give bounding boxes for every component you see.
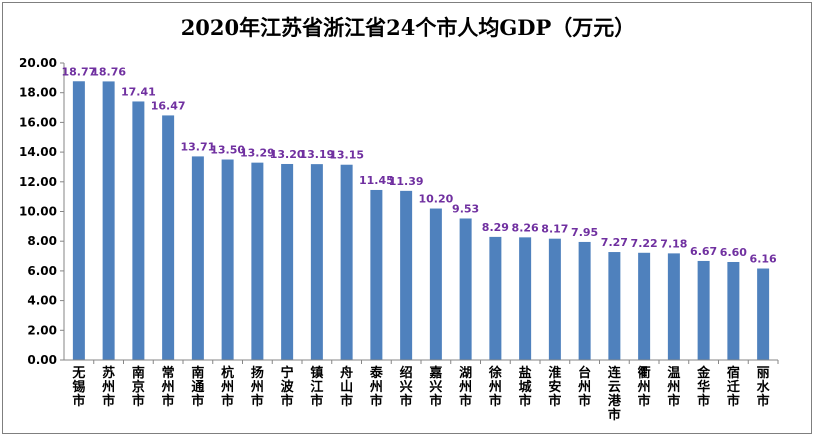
data-label: 17.41 [121, 85, 156, 98]
y-tick-label: 0.00 [27, 353, 57, 367]
bar [548, 238, 561, 360]
x-tick-label: 绍兴市 [400, 365, 413, 409]
data-label: 6.60 [720, 246, 747, 259]
x-tick-label: 杭州市 [220, 365, 234, 409]
y-axis: 0.00 2.00 4.00 6.00 8.00 10.00 12.00 14.00 16.00… [19, 56, 65, 367]
y-tick-label: 2.00 [27, 323, 57, 337]
bar [72, 81, 85, 360]
x-tick-label: 徐州市 [488, 365, 502, 409]
x-tick-label: 盐城市 [519, 365, 532, 409]
y-tick-label: 10.00 [19, 205, 57, 219]
data-label: 13.15 [329, 149, 364, 162]
x-tick-label: 南通市 [191, 365, 204, 409]
data-label: 18.77 [61, 65, 96, 78]
data-label: 8.29 [482, 221, 509, 234]
data-label: 13.29 [240, 147, 275, 160]
x-tick-label: 丽水市 [757, 366, 771, 409]
bar [310, 164, 323, 360]
bar [251, 162, 264, 360]
bar [638, 252, 651, 360]
data-label: 7.22 [631, 237, 658, 250]
bars [72, 81, 770, 361]
x-tick-label: 连云港市 [608, 365, 622, 423]
data-label: 6.67 [690, 245, 717, 258]
bar [162, 115, 175, 360]
x-tick-label: 金华市 [696, 365, 711, 409]
data-label: 7.27 [601, 236, 628, 249]
x-tick-label: 衢州市 [637, 365, 651, 409]
data-label: 16.47 [151, 99, 186, 112]
x-tick-label: 无锡市 [71, 366, 85, 409]
data-label: 6.16 [750, 253, 777, 266]
bar [459, 218, 472, 360]
chart-title: 2020年江苏省浙江省24个市人均GDP（万元） [180, 15, 636, 40]
bar [221, 159, 234, 360]
data-label: 8.26 [512, 221, 539, 234]
data-label: 9.53 [452, 202, 479, 215]
data-label: 10.20 [418, 193, 453, 206]
bar [429, 208, 442, 360]
bar [727, 261, 740, 360]
x-tick-label: 宿迁市 [727, 365, 740, 409]
data-label: 13.20 [270, 148, 305, 161]
bar [489, 236, 502, 360]
data-label: 7.18 [660, 237, 687, 250]
bar [519, 237, 532, 360]
y-tick-label: 12.00 [19, 175, 57, 189]
y-tick-label: 16.00 [19, 115, 57, 129]
x-tick-label: 嘉兴市 [428, 365, 442, 409]
y-tick-label: 18.00 [19, 86, 57, 100]
bar [370, 189, 383, 360]
x-tick-label: 舟山市 [340, 365, 353, 409]
bar [340, 164, 353, 360]
x-tick-label: 宁波市 [281, 365, 295, 409]
bar [608, 252, 621, 360]
x-tick-label: 常州市 [161, 365, 175, 409]
y-tick-label: 14.00 [19, 145, 57, 159]
bar [132, 101, 145, 361]
x-tick-label: 湖州市 [458, 366, 472, 409]
x-tick-label: 泰州市 [369, 365, 384, 409]
data-label: 7.95 [571, 226, 598, 239]
data-label: 18.76 [91, 65, 126, 78]
bar [191, 156, 204, 360]
bar [102, 81, 115, 360]
data-label: 11.39 [389, 175, 424, 188]
x-tick-label: 苏州市 [101, 365, 115, 409]
x-tick-label: 淮安市 [547, 365, 561, 409]
data-label: 13.50 [210, 144, 245, 157]
x-tick-label: 温州市 [666, 366, 680, 409]
y-tick-label: 6.00 [27, 264, 57, 278]
bar [757, 268, 770, 360]
y-tick-label: 4.00 [27, 294, 57, 308]
x-tick-label: 扬州市 [250, 365, 264, 409]
x-tick-label: 镇江市 [310, 365, 323, 409]
bar [400, 190, 413, 360]
y-tick-label: 20.00 [19, 56, 57, 70]
data-label: 13.19 [299, 148, 334, 161]
data-label: 8.17 [541, 223, 568, 236]
y-tick-label: 8.00 [27, 234, 57, 248]
x-tick-label: 台州市 [577, 365, 591, 409]
data-label: 11.45 [359, 174, 394, 187]
data-label: 13.71 [180, 140, 215, 153]
bar [578, 241, 591, 360]
bar [697, 260, 710, 360]
x-tick-label: 南京市 [132, 365, 145, 409]
bar [281, 163, 294, 360]
x-axis: 无锡市 苏州市 南京市 常州市 南通市 杭州市 扬州市 宁波市 镇江市 舟山市 泰州市 绍兴市 嘉兴市 湖… [64, 359, 779, 423]
bar [667, 253, 680, 360]
